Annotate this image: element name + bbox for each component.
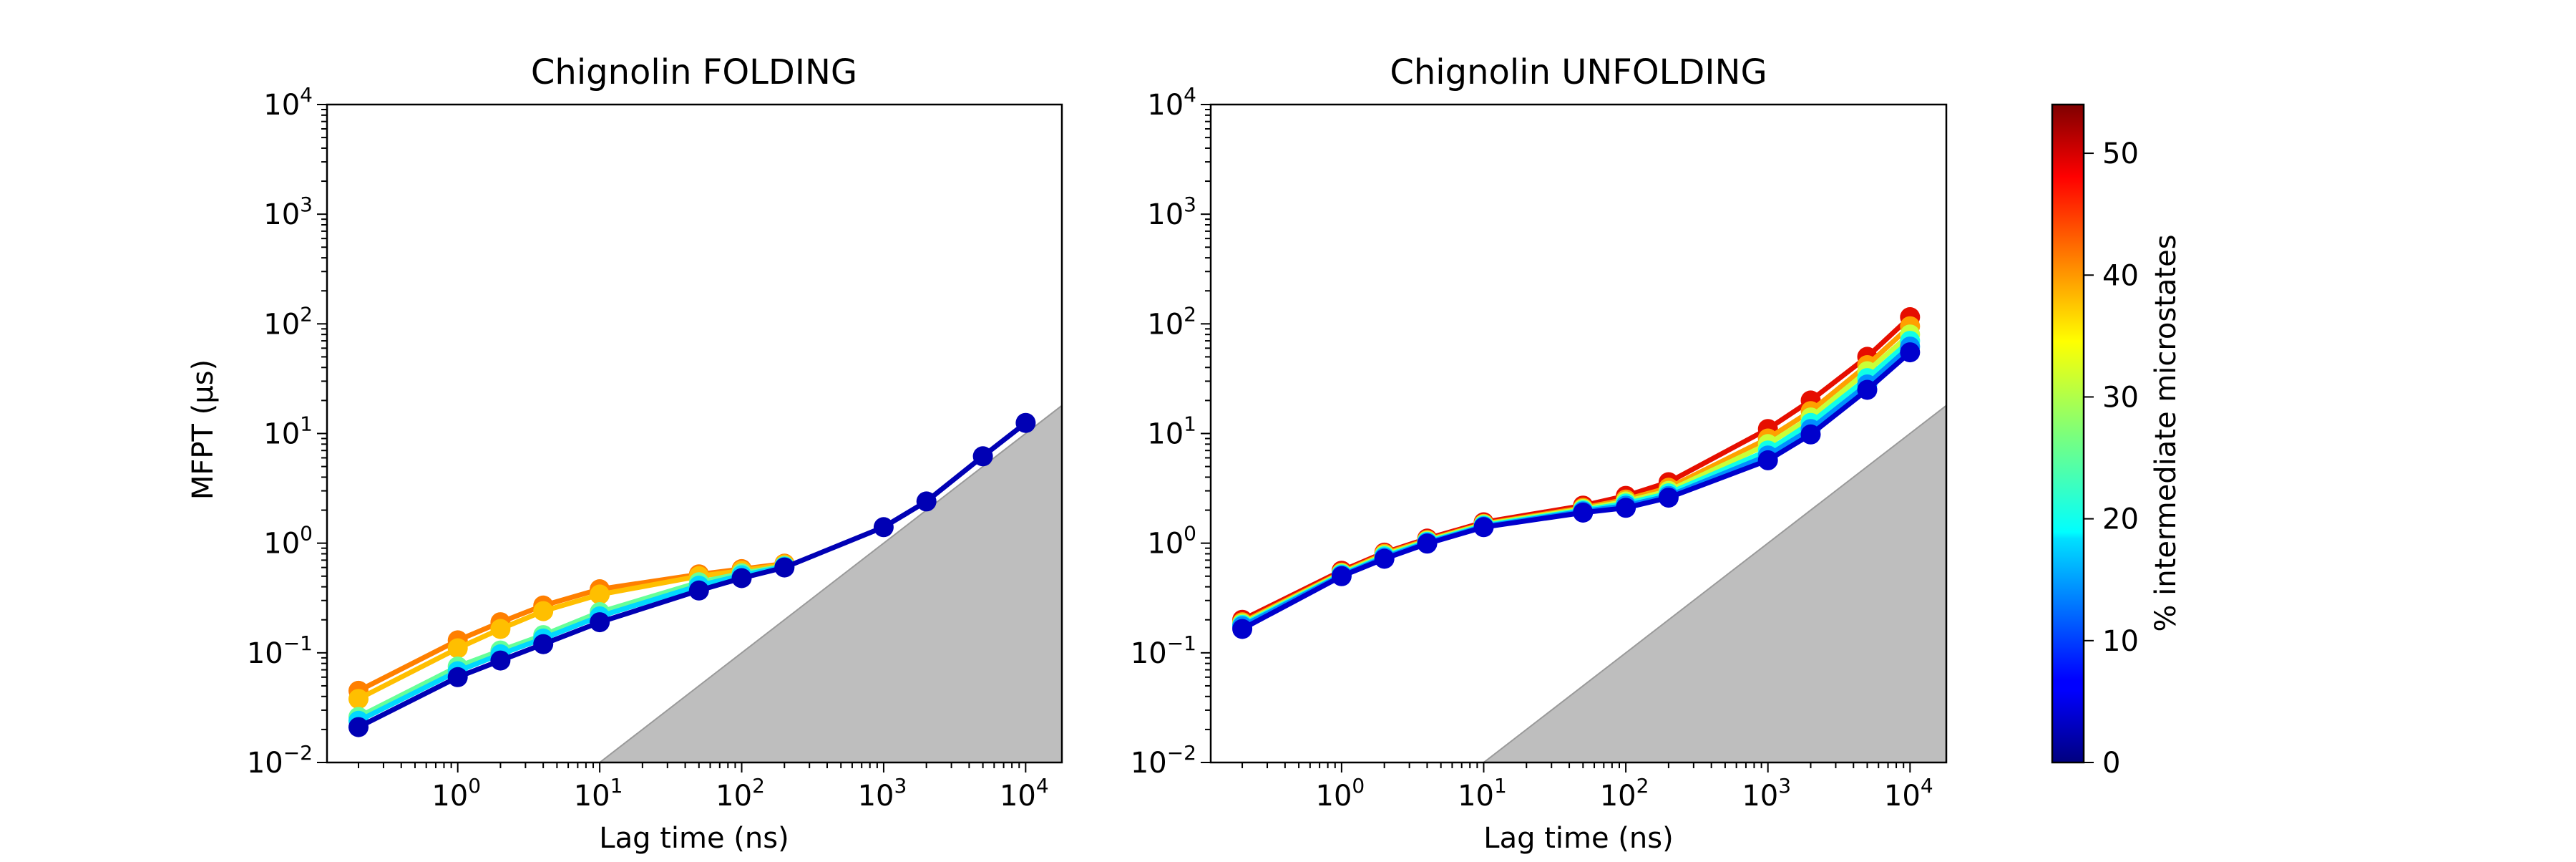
unfolding-y-tick-label: 10−2 [1131, 741, 1196, 780]
folding-y-tick-label: 102 [263, 302, 313, 341]
colorbar-tick-label: 50 [2102, 137, 2139, 170]
unfolding-x-tick-label: 101 [1458, 774, 1507, 813]
unfolding-y-tick-label: 103 [1147, 193, 1196, 231]
unfolding-y-tick-label: 100 [1147, 522, 1196, 561]
unfolding-x-axis-label: Lag time (ns) [1483, 822, 1673, 855]
unfolding-x-tick-label: 100 [1316, 774, 1365, 813]
unfolding-data-point [1616, 498, 1636, 518]
folding-x-tick-label: 104 [1000, 774, 1049, 813]
folding-y-tick-label: 101 [263, 412, 313, 451]
unfolding-data-point [1232, 619, 1253, 639]
colorbar-label: % intermediate microstates [2150, 234, 2182, 631]
colorbar-tick-label: 0 [2102, 747, 2120, 780]
folding-data-point [447, 638, 468, 659]
colorbar-tick-label: 30 [2102, 381, 2139, 414]
folding-panel: Chignolin FOLDING Lag time (ns) MFPT (μs… [187, 52, 1063, 855]
folding-data-point [447, 667, 468, 687]
folding-data-point [533, 601, 554, 621]
colorbar: % intermediate microstates 0 10 20 30 40 50 [2051, 103, 2182, 780]
unfolding-y-tick-label: 104 [1147, 83, 1196, 122]
unfolding-data-point [1573, 503, 1594, 523]
folding-x-axis-label: Lag time (ns) [599, 822, 789, 855]
folding-y-tick-label: 100 [263, 522, 313, 561]
folding-data-point [873, 517, 894, 538]
unfolding-data-point [1900, 342, 1921, 363]
folding-data-point [490, 619, 511, 639]
unfolding-data-point [1331, 566, 1352, 586]
folding-x-tick-label: 100 [431, 774, 481, 813]
folding-data-point [972, 446, 993, 467]
unfolding-data-point [1800, 424, 1821, 445]
folding-data-point [916, 491, 937, 512]
unfolding-data-point [1417, 533, 1438, 554]
folding-data-point [1015, 412, 1036, 433]
folding-data-point [533, 634, 554, 654]
folding-x-tick-label: 103 [858, 774, 907, 813]
unfolding-chart-title: Chignolin UNFOLDING [1390, 52, 1767, 92]
unfolding-x-tick-label: 102 [1600, 774, 1649, 813]
folding-data-point [688, 580, 709, 601]
folding-y-tick-label: 10−2 [247, 741, 313, 780]
colorbar-tick-label: 20 [2102, 503, 2139, 536]
unfolding-data-point [1374, 548, 1395, 569]
folding-y-tick-label: 104 [263, 83, 313, 122]
unfolding-data-point [1757, 450, 1778, 470]
colorbar-tick-label: 10 [2102, 625, 2139, 658]
folding-chart-title: Chignolin FOLDING [531, 52, 857, 92]
folding-y-axis-label: MFPT (μs) [187, 359, 220, 500]
unfolding-x-tick-label: 104 [1884, 774, 1933, 813]
folding-data-point [731, 568, 752, 589]
folding-data-point [490, 650, 511, 671]
folding-data-point [348, 689, 369, 710]
folding-data-point [348, 717, 369, 737]
folding-data-point [590, 612, 610, 633]
folding-y-tick-label: 103 [263, 193, 313, 231]
colorbar-tick-label: 40 [2102, 259, 2139, 292]
unfolding-y-tick-label: 102 [1147, 302, 1196, 341]
unfolding-data-point [1857, 379, 1878, 400]
folding-x-tick-label: 102 [716, 774, 765, 813]
folding-y-tick-label: 10−1 [247, 631, 313, 670]
unfolding-x-tick-label: 103 [1742, 774, 1791, 813]
unfolding-panel: Chignolin UNFOLDING Lag time (ns) 100 101… [1131, 52, 1948, 855]
unfolding-data-point [1473, 517, 1494, 538]
colorbar-gradient [2051, 103, 2085, 764]
folding-x-tick-label: 101 [574, 774, 623, 813]
unfolding-y-tick-label: 10−1 [1131, 631, 1196, 670]
folding-data-point [590, 584, 610, 605]
unfolding-y-tick-label: 101 [1147, 412, 1196, 451]
unfolding-data-point [1658, 488, 1679, 508]
folding-data-point [774, 557, 795, 578]
